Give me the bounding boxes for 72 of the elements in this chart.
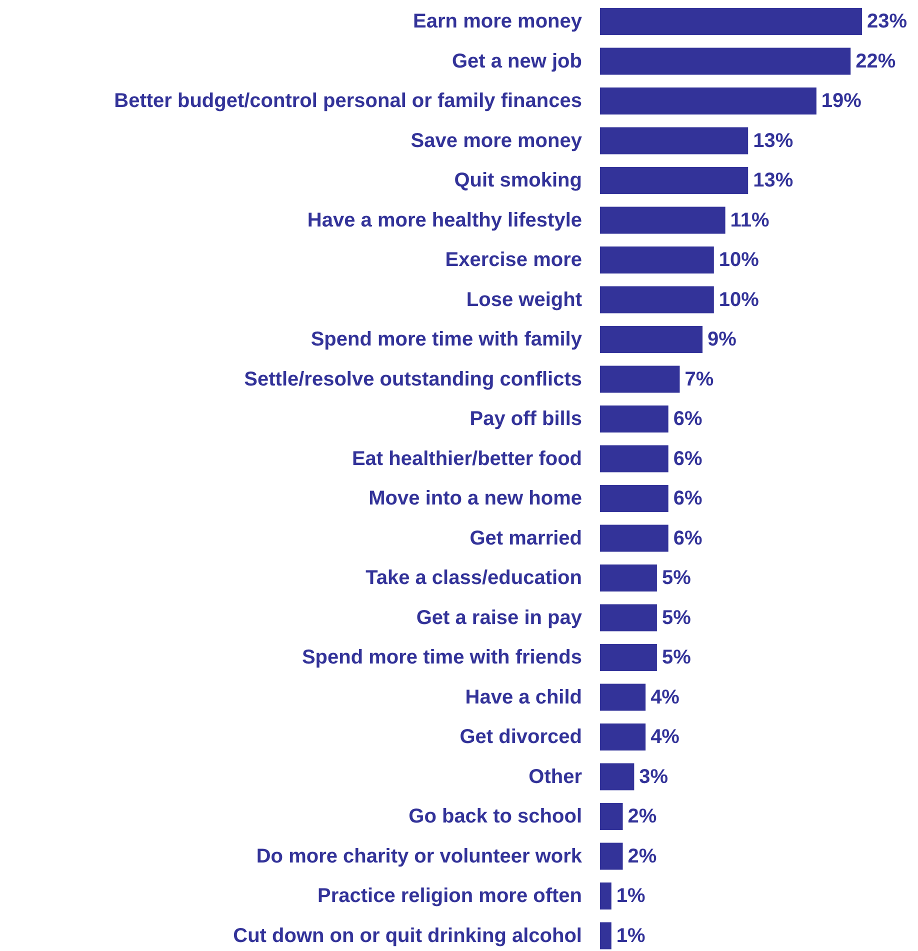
y-tick-label: Spend more time with friends xyxy=(302,646,582,668)
y-tick-label: Do more charity or volunteer work xyxy=(256,845,583,868)
bar xyxy=(600,246,714,274)
bar xyxy=(600,763,634,790)
data-label: 5% xyxy=(662,646,692,668)
y-tick-label: Get divorced xyxy=(460,726,582,748)
y-tick-label: Eat healthier/better food xyxy=(352,448,582,470)
bar xyxy=(600,803,623,830)
bar xyxy=(600,406,668,432)
data-label: 1% xyxy=(616,885,646,907)
y-tick-label: Exercise more xyxy=(445,249,582,271)
bar xyxy=(600,922,612,950)
data-label: 10% xyxy=(718,249,760,271)
bar xyxy=(600,445,668,472)
y-tick-label: Settle/resolve outstanding conflicts xyxy=(244,368,582,390)
bar xyxy=(600,127,748,154)
data-label: 3% xyxy=(639,766,668,788)
y-tick-label: Better budget/control personal or family finances xyxy=(114,90,582,112)
y-tick-label: Lose weight xyxy=(466,288,582,311)
data-label: 5% xyxy=(662,567,692,589)
y-tick-label: Take a class/education xyxy=(366,567,582,589)
bar xyxy=(600,206,726,234)
data-label: 10% xyxy=(718,288,760,311)
y-tick-label: Get a new job xyxy=(452,50,582,72)
data-label: 6% xyxy=(673,408,702,430)
y-tick-label: Earn more money xyxy=(413,10,583,32)
bar xyxy=(600,48,851,75)
data-label: 4% xyxy=(650,686,680,708)
data-label: 7% xyxy=(684,368,714,390)
data-label: 23% xyxy=(867,10,908,32)
bar xyxy=(600,485,668,512)
bar xyxy=(600,167,748,194)
bar xyxy=(600,326,703,353)
y-tick-label: Get a raise in pay xyxy=(416,606,583,629)
y-tick-label: Practice religion more often xyxy=(317,885,582,907)
y-tick-label: Get married xyxy=(470,527,582,550)
data-label: 1% xyxy=(616,924,646,947)
data-label: 9% xyxy=(708,328,737,350)
y-tick-label: Go back to school xyxy=(408,806,582,828)
bar xyxy=(600,8,862,35)
data-label: 6% xyxy=(673,448,702,470)
bar xyxy=(600,286,714,314)
bar xyxy=(600,684,646,711)
bar xyxy=(600,644,657,671)
bar xyxy=(600,524,668,552)
bar xyxy=(600,88,816,114)
y-tick-label: Cut down on or quit drinking alcohol xyxy=(233,924,582,947)
y-tick-label: Quit smoking xyxy=(454,170,582,192)
y-tick-label: Move into a new home xyxy=(368,488,582,510)
data-label: 2% xyxy=(628,806,657,828)
y-tick-label: Have a child xyxy=(465,686,582,708)
data-label: 22% xyxy=(856,50,896,72)
data-label: 6% xyxy=(673,488,702,510)
bar xyxy=(600,366,680,393)
bar xyxy=(600,564,657,592)
data-label: 6% xyxy=(673,527,702,550)
data-label: 13% xyxy=(753,130,794,152)
bar xyxy=(600,842,623,870)
data-label: 11% xyxy=(730,209,770,232)
data-label: 4% xyxy=(650,726,680,748)
y-tick-label: Other xyxy=(528,766,582,788)
data-label: 19% xyxy=(821,90,862,112)
y-tick-label: Have a more healthy lifestyle xyxy=(307,209,582,232)
bar xyxy=(600,724,646,750)
y-tick-label: Spend more time with family xyxy=(310,328,583,350)
y-tick-label: Save more money xyxy=(410,130,583,152)
data-label: 5% xyxy=(662,606,692,629)
bar xyxy=(600,604,657,632)
bar xyxy=(600,882,612,910)
data-label: 13% xyxy=(753,170,794,192)
y-tick-label: Pay off bills xyxy=(470,408,582,430)
data-label: 2% xyxy=(628,845,657,868)
